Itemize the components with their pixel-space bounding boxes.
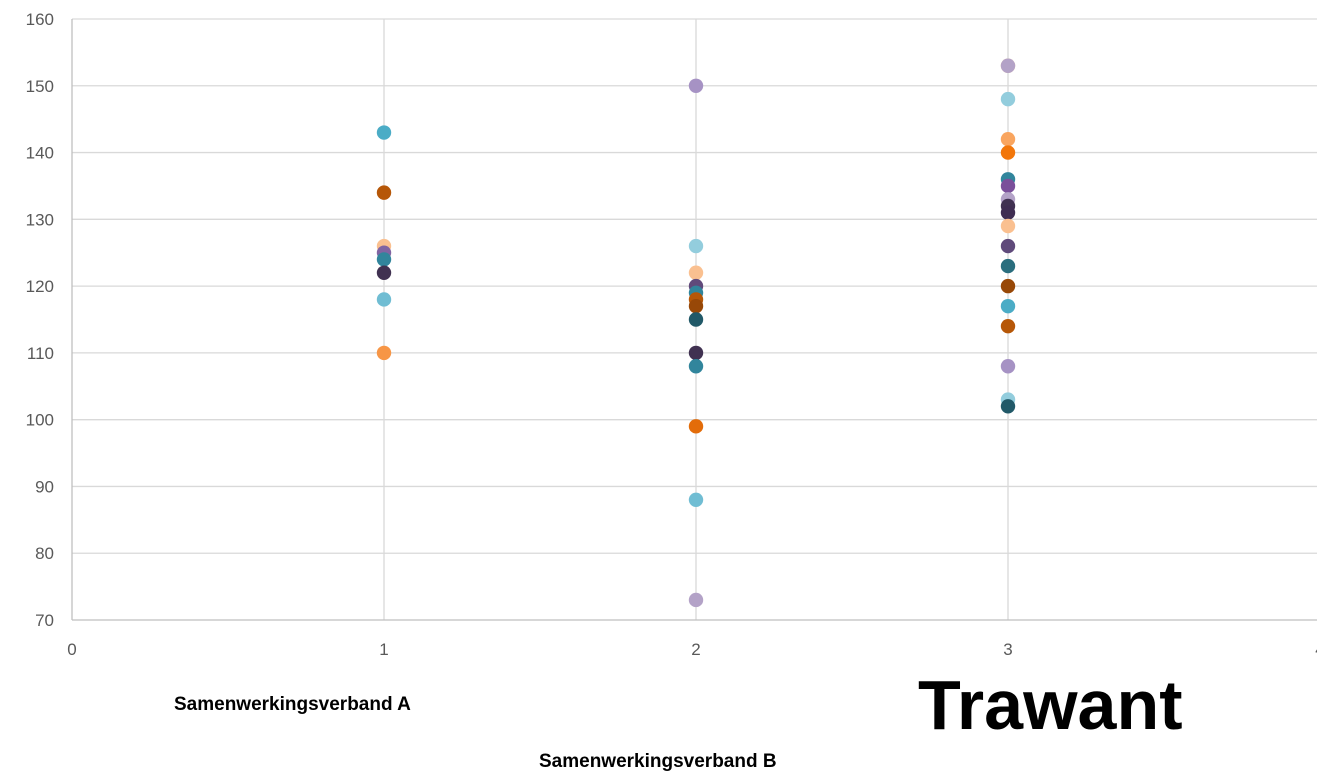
scatter-point <box>688 265 704 280</box>
axes <box>71 19 1317 621</box>
y-tick-label: 70 <box>35 611 54 630</box>
scatter-point <box>688 492 704 507</box>
scatter-point <box>688 78 704 93</box>
scatter-point <box>1000 58 1016 73</box>
scatter-point <box>1000 238 1016 254</box>
scatter-point <box>1000 318 1016 334</box>
scatter-point <box>376 185 392 200</box>
scatter-point <box>1000 132 1016 147</box>
scatter-point <box>688 298 704 314</box>
x-tick-label: 3 <box>1003 640 1012 659</box>
data-points <box>376 58 1016 608</box>
x-tick-label: 0 <box>67 640 76 659</box>
annotation-group-a: Samenwerkingsverband A <box>174 694 411 715</box>
scatter-point <box>1000 399 1016 414</box>
scatter-point <box>1000 298 1016 314</box>
y-tick-label: 160 <box>26 10 54 29</box>
annotation-group-b: Samenwerkingsverband B <box>539 751 777 772</box>
y-tick-label: 100 <box>26 411 54 430</box>
y-tick-label: 140 <box>26 144 54 163</box>
scatter-point <box>376 292 392 307</box>
y-tick-labels: 70 80 90 100 110 120 130 140 150 160 <box>26 10 54 630</box>
scatter-point <box>1000 278 1016 294</box>
annotation-trawant: Trawant <box>918 666 1183 744</box>
scatter-point <box>1000 218 1016 234</box>
scatter-point <box>688 238 704 254</box>
scatter-point <box>376 125 392 140</box>
x-tick-label: 1 <box>379 640 388 659</box>
y-tick-label: 120 <box>26 277 54 296</box>
scatter-point <box>688 345 704 361</box>
y-tick-label: 90 <box>35 477 54 496</box>
y-tick-label: 150 <box>26 77 54 96</box>
x-tick-label: 4 <box>1315 640 1317 659</box>
scatter-point <box>1000 178 1016 194</box>
y-tick-label: 130 <box>26 210 54 229</box>
y-tick-label: 110 <box>27 344 54 363</box>
x-tick-labels: 0 1 2 3 4 <box>67 640 1317 659</box>
scatter-point <box>1000 205 1016 220</box>
scatter-point <box>1000 91 1016 107</box>
scatter-point <box>688 592 704 608</box>
scatter-point <box>376 252 392 267</box>
scatter-point <box>688 419 704 434</box>
scatter-point <box>376 265 392 280</box>
scatter-point <box>1000 145 1016 160</box>
scatter-point <box>1000 359 1016 374</box>
y-tick-label: 80 <box>35 544 54 563</box>
scatter-point <box>688 312 704 327</box>
scatter-point <box>688 359 704 374</box>
scatter-point <box>376 345 392 361</box>
scatter-point <box>1000 258 1016 274</box>
x-tick-label: 2 <box>691 640 700 659</box>
